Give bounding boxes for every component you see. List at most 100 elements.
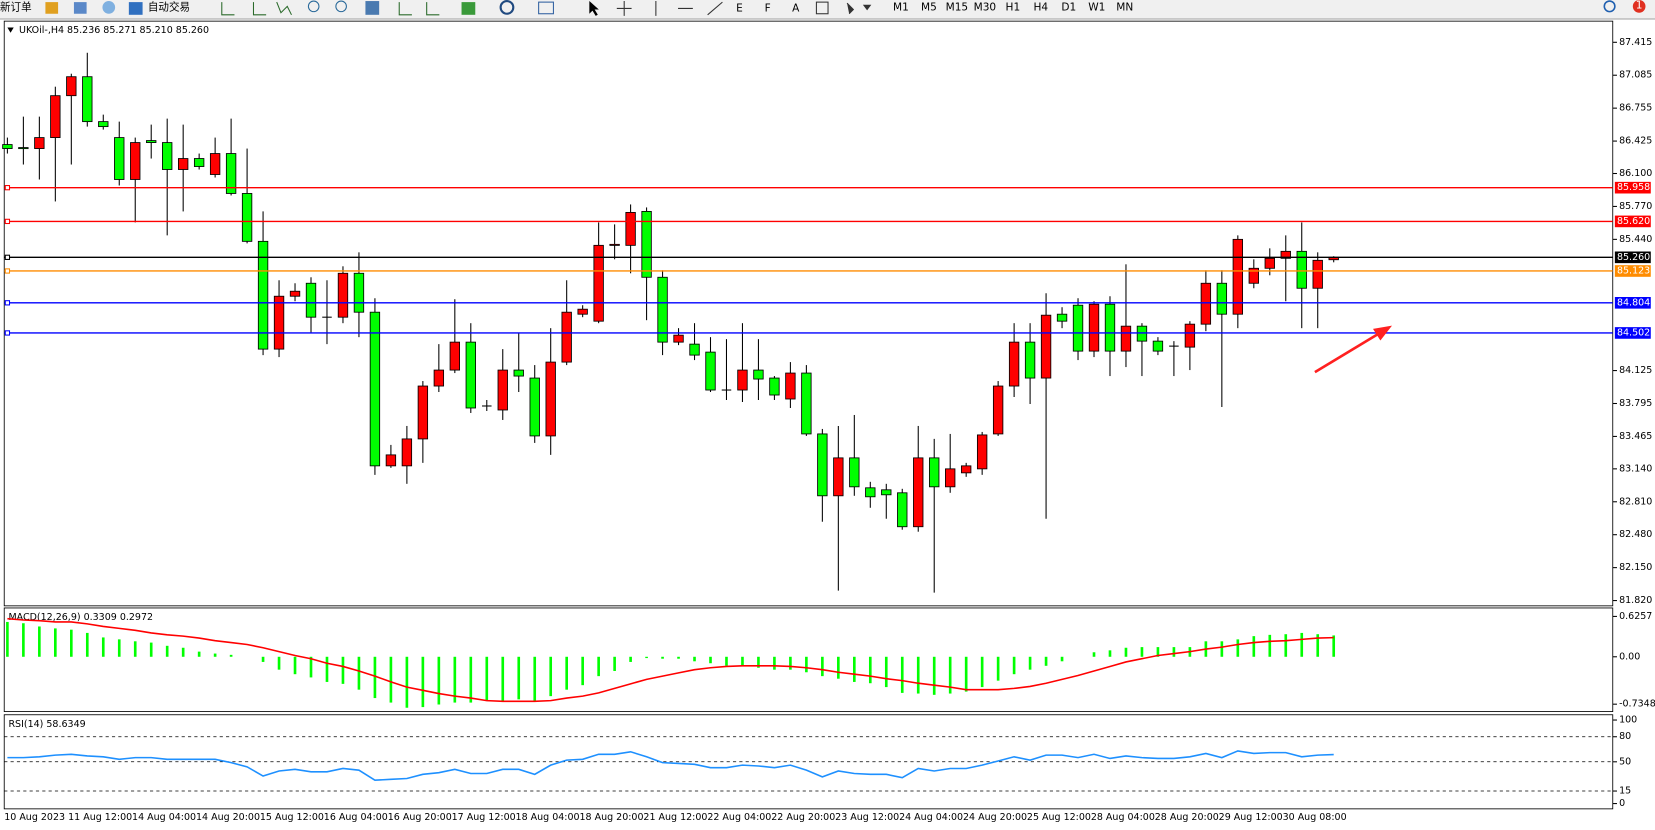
notification-count[interactable]: 1 bbox=[1636, 0, 1643, 11]
timeframe-button[interactable]: D1 bbox=[1061, 1, 1076, 13]
candle-body bbox=[897, 492, 908, 528]
level-tag bbox=[1614, 327, 1651, 339]
candle-body bbox=[433, 369, 445, 387]
candle-body bbox=[833, 457, 844, 497]
x-tick-label: 21 Aug 12:00 bbox=[643, 812, 707, 823]
auto-trading-icon[interactable] bbox=[128, 2, 143, 15]
y-tick-label: 15 bbox=[1619, 786, 1631, 797]
candle-body bbox=[1312, 259, 1323, 289]
y-tick-label: 80 bbox=[1619, 731, 1631, 742]
x-tick-label: 24 Aug 20:00 bbox=[963, 812, 1027, 823]
candle-body bbox=[369, 311, 381, 467]
candle-body bbox=[337, 272, 349, 318]
scroll-icons[interactable] bbox=[398, 2, 440, 16]
chart-type-icons[interactable] bbox=[221, 1, 292, 16]
timeframe-button[interactable]: M15 bbox=[946, 1, 969, 13]
tool-icon[interactable]: F bbox=[765, 2, 771, 14]
search-icon[interactable] bbox=[1603, 0, 1616, 13]
level-tag bbox=[1614, 251, 1651, 264]
notification-badge[interactable] bbox=[1632, 0, 1646, 13]
tool-icon[interactable]: E bbox=[736, 2, 743, 14]
candle-body bbox=[1280, 250, 1291, 259]
panel-frame bbox=[3, 607, 1614, 713]
arrow-shaft bbox=[1314, 330, 1383, 374]
y-tick-label: 0 bbox=[1619, 798, 1625, 809]
candle-body bbox=[737, 369, 748, 391]
icon[interactable] bbox=[102, 1, 116, 14]
templates-icon[interactable] bbox=[538, 1, 554, 15]
icon[interactable] bbox=[45, 2, 59, 14]
level-label: 84.804 bbox=[1617, 297, 1650, 308]
candle-body bbox=[385, 454, 397, 467]
x-tick-label: 18 Aug 20:00 bbox=[579, 812, 643, 823]
y-tick-label: 83.795 bbox=[1619, 398, 1652, 409]
level-handle bbox=[4, 185, 11, 191]
candle-body bbox=[673, 334, 684, 343]
candle-body bbox=[353, 272, 365, 313]
tool-icon[interactable] bbox=[846, 2, 872, 15]
new-order-button[interactable]: 新订单 bbox=[0, 0, 32, 13]
candle-body bbox=[1104, 303, 1116, 352]
candle-body bbox=[641, 210, 652, 278]
candle-body bbox=[225, 153, 237, 194]
timeframe-button[interactable]: H4 bbox=[1034, 1, 1049, 13]
candle-body bbox=[82, 76, 93, 123]
tool-icon[interactable]: A bbox=[792, 2, 800, 14]
x-tick-label: 22 Aug 04:00 bbox=[707, 812, 771, 823]
y-tick-label: 87.415 bbox=[1619, 37, 1652, 48]
level-label: 85.260 bbox=[1617, 252, 1650, 263]
candle-body bbox=[50, 95, 61, 139]
candle-body bbox=[976, 434, 988, 470]
candle-body bbox=[1072, 304, 1084, 352]
periods-icon[interactable] bbox=[499, 0, 515, 15]
arrow-head bbox=[1373, 325, 1393, 341]
candle-body bbox=[305, 282, 317, 318]
candle-body bbox=[146, 140, 157, 143]
candle-body bbox=[865, 487, 876, 498]
drawing-tools[interactable] bbox=[616, 1, 723, 16]
level-label: 84.502 bbox=[1617, 327, 1650, 338]
y-tick-label: 82.150 bbox=[1619, 562, 1652, 573]
candle-body bbox=[98, 121, 109, 128]
timeframe-button[interactable]: MN bbox=[1116, 1, 1133, 13]
y-tick-label: 82.480 bbox=[1619, 529, 1652, 540]
y-tick-label: 86.100 bbox=[1619, 168, 1652, 179]
timeframe-button[interactable]: M30 bbox=[974, 1, 997, 13]
timeframe-button[interactable]: M5 bbox=[921, 1, 937, 13]
candle-body bbox=[992, 385, 1004, 435]
y-tick-label: 83.465 bbox=[1619, 431, 1652, 442]
level-label: 85.958 bbox=[1617, 182, 1650, 193]
y-tick-label: 86.425 bbox=[1619, 136, 1652, 147]
candle-body bbox=[1296, 250, 1307, 289]
icon[interactable] bbox=[73, 2, 87, 14]
candle-body bbox=[657, 276, 668, 343]
zoom-out-icon[interactable] bbox=[335, 0, 347, 13]
candle-body bbox=[625, 211, 636, 246]
y-tick-label: 83.140 bbox=[1619, 463, 1652, 474]
candle-body bbox=[1136, 325, 1148, 342]
x-tick-label: 25 Aug 12:00 bbox=[1027, 812, 1091, 823]
y-tick-label: 100 bbox=[1619, 715, 1637, 726]
timeframe-button[interactable]: W1 bbox=[1088, 1, 1105, 13]
candle-body bbox=[130, 142, 141, 180]
level-handle bbox=[4, 330, 11, 336]
timeframe-button[interactable]: H1 bbox=[1006, 1, 1021, 13]
candle-body bbox=[705, 351, 716, 391]
candle-body bbox=[913, 457, 924, 528]
x-tick-label: 14 Aug 04:00 bbox=[132, 812, 196, 823]
tile-icon[interactable] bbox=[365, 1, 380, 15]
candle-body bbox=[401, 438, 413, 467]
auto-trading-button[interactable]: 自动交易 bbox=[148, 0, 190, 13]
candle-body bbox=[577, 308, 588, 315]
candle-body bbox=[769, 377, 780, 396]
timeframe-button[interactable]: M1 bbox=[893, 1, 909, 13]
zoom-in-icon[interactable] bbox=[307, 0, 320, 13]
candle-body bbox=[801, 372, 812, 435]
candle-body bbox=[497, 369, 508, 411]
cursor-icon[interactable] bbox=[589, 1, 599, 16]
candle-body bbox=[241, 193, 253, 242]
tool-icon[interactable] bbox=[815, 1, 829, 15]
candle-body bbox=[1088, 303, 1100, 352]
candle-body bbox=[1008, 341, 1020, 387]
indicators-icon[interactable] bbox=[461, 2, 476, 15]
